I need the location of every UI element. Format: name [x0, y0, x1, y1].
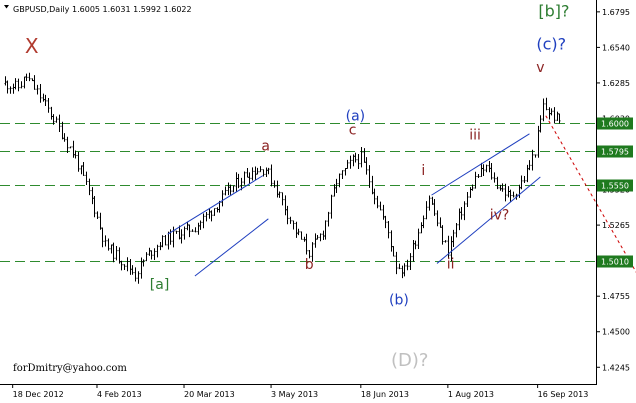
- y-tick-label: 1.4500: [602, 328, 630, 337]
- wave-channels: [167, 133, 541, 277]
- price-level-labels: 1.6000 1.5795 1.5550 1.5010: [597, 117, 633, 268]
- wave-label: X: [25, 34, 39, 58]
- wave-labels: X[a]ab(a)c(b)iiiiiiiv?v[b]?(c)?(E)[c]Y(D…: [25, 2, 570, 371]
- channel-line: [167, 175, 264, 235]
- y-tick-label: 1.4245: [602, 363, 630, 372]
- x-tick-label: 16 Sep 2013: [538, 390, 589, 399]
- wave-label: c: [349, 123, 357, 139]
- x-tick-label: 18 Jun 2013: [361, 390, 409, 399]
- x-tick-label: 18 Dec 2012: [13, 390, 64, 399]
- wave-label: a: [261, 139, 270, 155]
- y-tick-label: 1.6540: [602, 43, 630, 52]
- watermark: forDmitry@yahoo.com: [13, 363, 127, 374]
- channel-line: [194, 218, 269, 277]
- wave-label: v: [536, 60, 544, 76]
- wave-label: [b]?: [538, 2, 569, 21]
- y-tick-label: 1.6285: [602, 79, 630, 88]
- wave-label: i: [421, 163, 425, 179]
- wave-label: (D)?: [391, 350, 428, 371]
- wave-label: (a): [346, 109, 366, 125]
- x-tick-label: 20 Mar 2013: [184, 390, 235, 399]
- x-tick-label: 4 Feb 2013: [97, 390, 142, 399]
- wave-label: b: [305, 257, 314, 273]
- price-level-tag: [597, 179, 633, 192]
- x-axis-ticks: 18 Dec 2012 4 Feb 2013 20 Mar 2013 3 May 20…: [12, 384, 589, 399]
- price-level-label: 1.5550: [601, 182, 629, 191]
- price-level-tag: [597, 117, 633, 130]
- price-level-tag: [597, 255, 633, 268]
- x-tick-label: 3 May 2013: [271, 390, 318, 399]
- chart-symbol: GBPUSD,Daily: [13, 5, 70, 14]
- x-tick-label: 1 Aug 2013: [448, 390, 494, 399]
- y-tick-label: 1.5265: [602, 221, 630, 230]
- y-tick-label: 1.4755: [602, 292, 630, 301]
- chart-menu-icon[interactable]: [4, 5, 9, 9]
- projection-segment: [545, 115, 636, 273]
- price-level-label: 1.5010: [601, 258, 629, 267]
- wave-label: iv?: [490, 208, 510, 224]
- plot-area: [0, 0, 596, 384]
- wave-label: ii: [447, 256, 455, 272]
- channel-line: [431, 133, 530, 196]
- wave-label: (c)?: [536, 34, 566, 53]
- projection-line: [545, 115, 636, 273]
- price-level-label: 1.5795: [601, 148, 629, 157]
- price-level-label: 1.6000: [601, 120, 629, 129]
- channel-line: [436, 176, 541, 264]
- y-tick-label: 1.6795: [602, 8, 630, 17]
- wave-label: iii: [469, 127, 481, 143]
- price-levels: [0, 123, 596, 262]
- wave-label: [a]: [150, 277, 170, 293]
- chart-ohlc-values: 1.6005 1.6031 1.5992 1.6022: [72, 5, 192, 14]
- price-level-tag: [597, 145, 633, 158]
- wave-label: (b): [389, 293, 409, 309]
- candles: [4, 72, 561, 284]
